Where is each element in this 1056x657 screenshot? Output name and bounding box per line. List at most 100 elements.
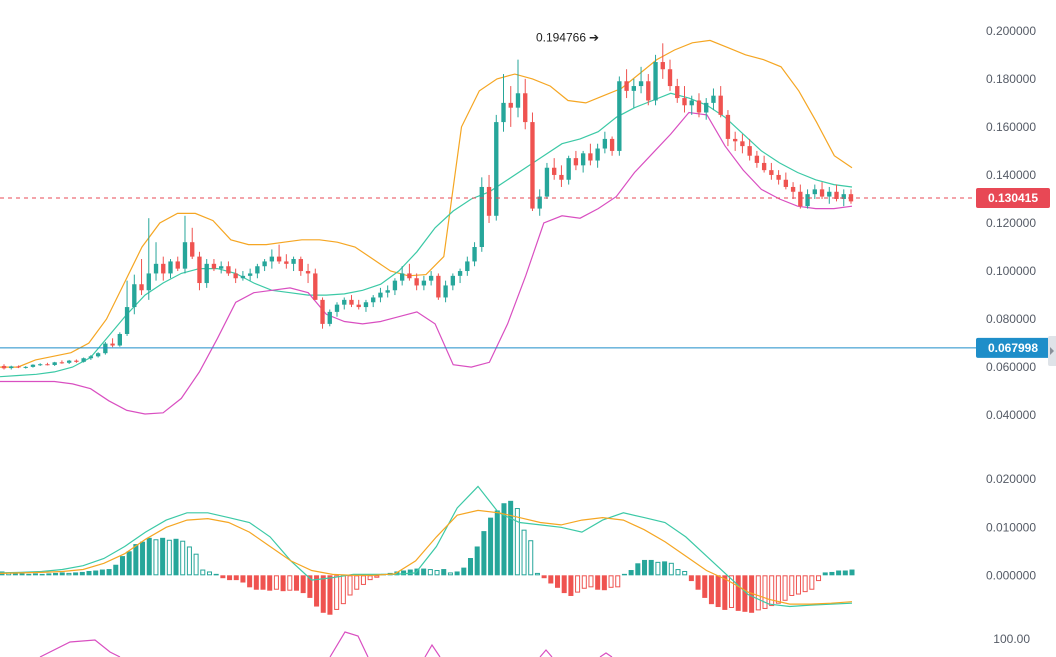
- macd-histogram-bar: [86, 570, 92, 576]
- candle-body: [443, 285, 448, 298]
- macd-histogram-bar: [461, 567, 467, 576]
- macd-histogram-bar: [655, 561, 661, 576]
- candle-body: [305, 271, 311, 274]
- candle-body: [95, 353, 101, 357]
- price-tick-label: 0.100000: [986, 264, 1036, 278]
- candle-body: [276, 256, 282, 262]
- candle-body: [385, 290, 390, 293]
- macd-histogram-bar: [233, 575, 239, 581]
- macd-histogram-bar: [374, 575, 380, 578]
- price-tick-label: 0.180000: [986, 72, 1036, 86]
- macd-histogram-bar: [39, 573, 45, 576]
- price-tick-label: 0.140000: [986, 168, 1036, 182]
- macd-histogram-bar: [293, 575, 299, 591]
- candle-body: [371, 297, 376, 303]
- macd-histogram-bar: [247, 575, 253, 588]
- macd-histogram-bar: [320, 575, 326, 613]
- macd-histogram-bar: [541, 575, 547, 579]
- candle-body: [284, 261, 289, 264]
- candle-body: [226, 266, 231, 274]
- candle-body: [812, 189, 817, 195]
- candle-body: [168, 261, 173, 274]
- candle-body: [320, 299, 325, 324]
- candle-body: [827, 191, 832, 197]
- price-tick-label: 0.040000: [986, 408, 1036, 422]
- candle-body: [240, 275, 246, 279]
- macd-histogram-bar: [441, 569, 447, 576]
- candle-body: [190, 242, 195, 257]
- candle-body: [197, 256, 202, 284]
- macd-histogram-bar: [474, 546, 480, 576]
- macd-histogram-bar: [347, 575, 353, 596]
- candle-body: [262, 261, 267, 267]
- price-axis[interactable]: 0.200000 0.180000 0.160000 0.140000 0.120000…: [976, 24, 1050, 646]
- candle-body: [617, 81, 622, 151]
- middle-band-line: [0, 92, 853, 378]
- candle-body: [566, 158, 571, 180]
- axis-collapse-handle[interactable]: [1048, 336, 1056, 366]
- bollinger-bands: [0, 39, 853, 415]
- candle-body: [59, 362, 65, 364]
- macd-histogram-bar: [334, 575, 340, 610]
- candle-body: [124, 307, 130, 334]
- macd-histogram-bar: [675, 569, 681, 576]
- macd-histogram-bar: [447, 572, 453, 576]
- candle-body: [211, 263, 217, 269]
- candle-body: [696, 100, 702, 113]
- macd-histogram-bar: [534, 572, 540, 576]
- macd-histogram-bar: [568, 575, 574, 596]
- signal-line: [0, 509, 853, 605]
- macd-histogram-bar: [575, 575, 581, 593]
- macd-histogram-bar: [548, 575, 554, 584]
- horizontal-line-badge: [976, 337, 1050, 358]
- macd-histogram-bar: [494, 510, 500, 576]
- candle-body: [544, 167, 550, 197]
- macd-histogram-bar: [300, 575, 306, 594]
- candlesticks: [1, 43, 854, 370]
- macd-histogram-bar: [514, 508, 520, 576]
- candle-body: [139, 284, 144, 291]
- candle-body: [45, 364, 50, 366]
- macd-histogram-bar: [809, 575, 815, 590]
- macd-histogram-bar: [93, 570, 99, 576]
- candle-body: [754, 155, 760, 163]
- macd-tick-label: 0.000000: [986, 568, 1036, 582]
- candle-body: [486, 186, 492, 216]
- macd-histogram-bar: [755, 575, 761, 611]
- macd-histogram-bar: [280, 575, 286, 592]
- macd-histogram-bar: [273, 575, 279, 590]
- macd-histogram-bar: [508, 500, 514, 576]
- macd-histogram-bar: [581, 575, 587, 589]
- candle-body: [110, 343, 115, 346]
- macd-histogram-bar: [146, 537, 152, 576]
- high-arrow-icon: ➔: [589, 30, 599, 44]
- candle-body: [175, 261, 180, 269]
- macd-histogram-bar: [119, 556, 125, 576]
- candle-body: [52, 362, 57, 365]
- macd-histogram-bar: [240, 575, 246, 583]
- candle-body: [342, 299, 347, 305]
- candle-body: [732, 138, 738, 142]
- macd-histogram-bar: [488, 517, 494, 576]
- macd-panel: [0, 485, 855, 615]
- macd-histogram-bar: [113, 564, 119, 576]
- candle-body: [414, 278, 419, 286]
- rsi-panel: [39, 631, 613, 657]
- macd-histogram-bar: [615, 575, 621, 588]
- macd-histogram-bar: [314, 575, 320, 607]
- candle-body: [399, 273, 405, 281]
- macd-histogram-bar: [153, 539, 159, 576]
- macd-histogram-bar: [421, 568, 427, 576]
- macd-histogram-bar: [628, 570, 634, 576]
- candle-body: [465, 261, 470, 272]
- macd-histogram-bar: [836, 570, 842, 576]
- candle-body: [834, 191, 839, 199]
- macd-histogram-bar: [106, 569, 112, 576]
- macd-histogram-bar: [267, 575, 273, 591]
- candle-body: [313, 273, 318, 300]
- candle-body: [219, 266, 224, 269]
- macd-histogram-bar: [668, 562, 674, 576]
- candle-body: [646, 81, 651, 101]
